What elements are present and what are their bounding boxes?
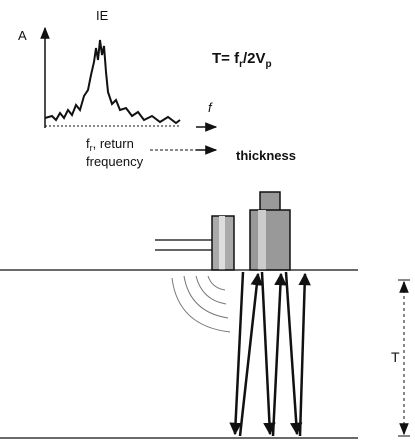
- formula-sub: p: [266, 59, 272, 70]
- wave: [171, 277, 231, 333]
- formula-part: T= f: [212, 50, 240, 67]
- transducer-top: [259, 191, 281, 213]
- highlight: [258, 210, 266, 270]
- formula: T= fr/2Vp: [212, 50, 272, 70]
- x-axis-label: f: [208, 100, 213, 115]
- ray: [260, 271, 276, 436]
- formula-sub: r: [239, 59, 243, 70]
- label-sub: r: [90, 143, 93, 153]
- ray: [271, 272, 287, 437]
- transducer: [249, 209, 291, 271]
- wavefronts: [171, 275, 231, 333]
- y-axis-label: A: [18, 28, 27, 43]
- label-part: f: [86, 136, 90, 151]
- label-part: , return: [93, 136, 134, 151]
- spectrum-title: IE: [96, 8, 109, 23]
- reflections: [229, 271, 311, 437]
- highlight: [219, 216, 225, 270]
- dimension-label: T: [391, 349, 400, 365]
- ray: [229, 271, 245, 436]
- ray: [238, 272, 263, 437]
- return-label-line2: frequency: [86, 154, 144, 169]
- wave: [195, 275, 227, 305]
- return-label: fr, return: [86, 136, 134, 153]
- formula-part: /2V: [243, 50, 266, 67]
- ray: [298, 272, 311, 437]
- ray: [284, 271, 303, 436]
- spectrum-curve: [44, 39, 181, 125]
- thickness-label: thickness: [236, 148, 296, 163]
- wave: [207, 275, 226, 291]
- wave: [183, 275, 229, 319]
